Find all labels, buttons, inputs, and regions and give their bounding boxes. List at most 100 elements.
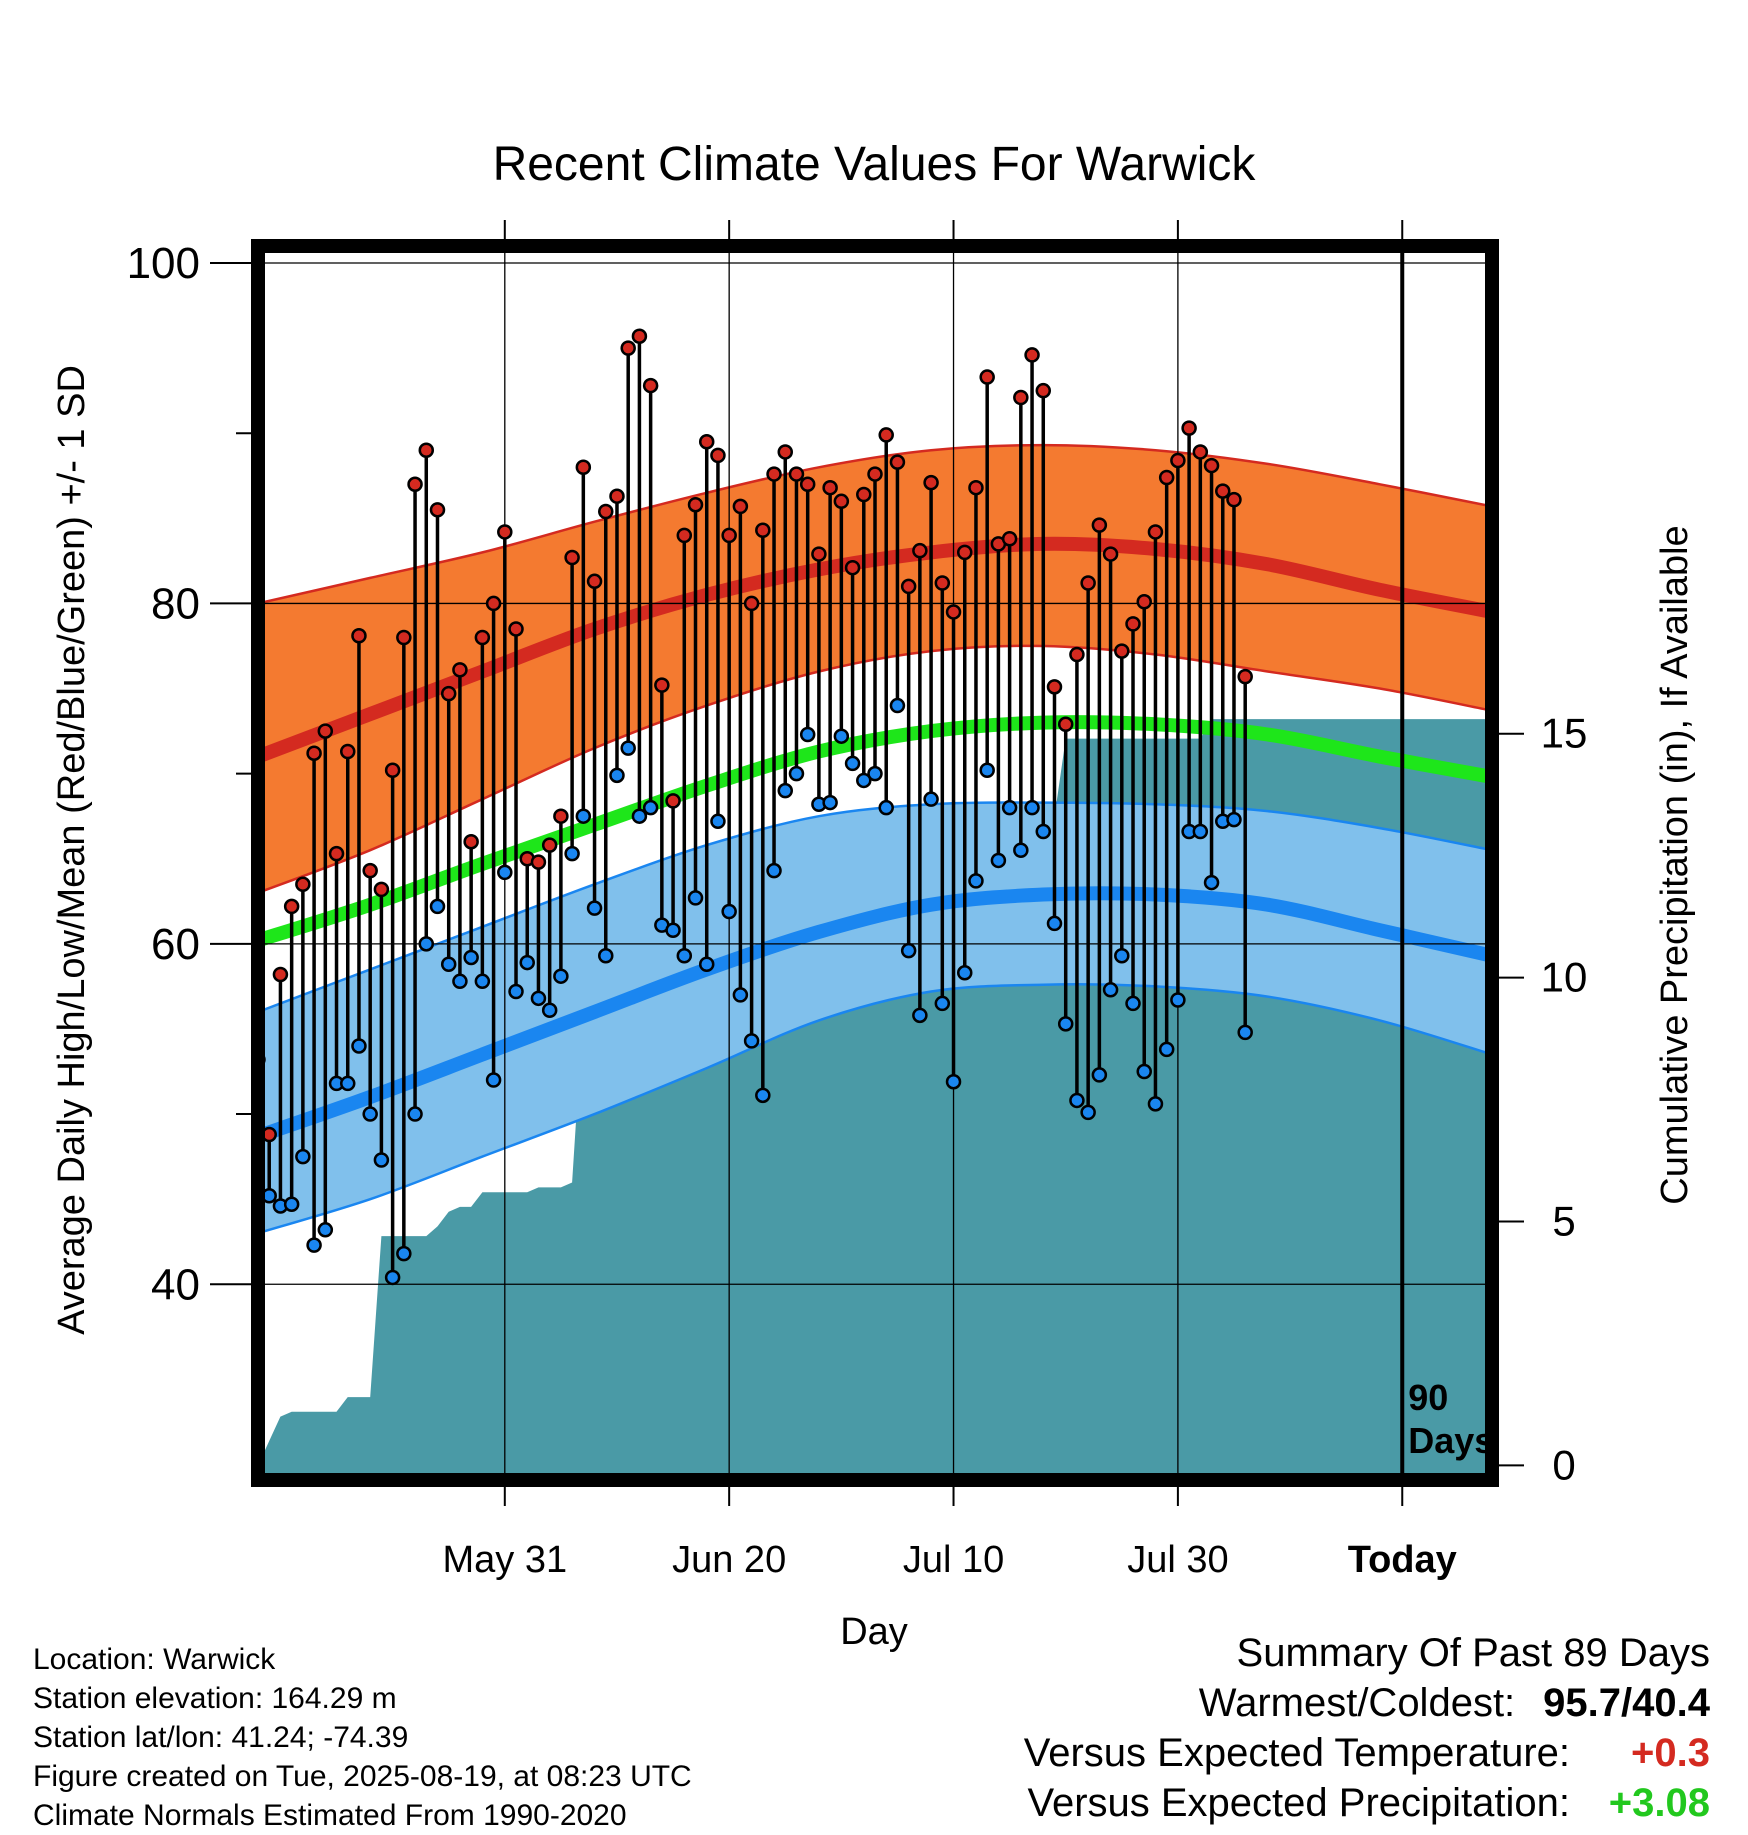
daily-high-point — [721, 527, 737, 544]
daily-high-point — [407, 476, 423, 493]
daily-low-point — [1001, 799, 1018, 816]
daily-high-point — [1024, 347, 1040, 363]
y2-tick-label: 5 — [1552, 1197, 1575, 1244]
daily-high-point — [1215, 483, 1231, 499]
daily-high-point — [429, 502, 446, 518]
daily-high-point — [665, 793, 681, 809]
daily-high-point — [1091, 517, 1108, 533]
daily-high-point — [564, 549, 580, 566]
normals-text: Climate Normals Estimated From 1990-2020 — [33, 1799, 627, 1832]
daily-high-point — [418, 442, 435, 458]
daily-low-point — [295, 1148, 311, 1165]
daily-low-point — [979, 762, 995, 778]
daily-low-point — [339, 1075, 356, 1092]
daily-low-point — [788, 765, 805, 782]
daily-low-point — [1125, 995, 1141, 1012]
daily-low-point — [407, 1106, 423, 1122]
daily-high-point — [766, 466, 782, 482]
daily-high-point — [654, 677, 670, 693]
daily-low-point — [1057, 1016, 1074, 1032]
daily-low-point — [1237, 1024, 1253, 1041]
daily-low-point — [956, 965, 973, 981]
daily-low-point — [833, 728, 850, 744]
daily-low-point — [889, 697, 906, 714]
daily-high-point — [272, 966, 289, 983]
plot-frame — [251, 239, 1499, 1487]
daily-low-point — [553, 968, 569, 984]
daily-high-point — [956, 544, 973, 561]
daily-high-point — [1136, 593, 1152, 610]
daily-high-point — [553, 808, 569, 824]
daily-low-point — [878, 799, 894, 816]
daily-high-point — [889, 454, 906, 470]
daily-low-point — [1147, 1096, 1164, 1112]
daily-high-point — [384, 762, 401, 778]
x-tick-label: Jul 30 — [1127, 1539, 1228, 1581]
daily-low-point — [844, 755, 861, 772]
daily-low-point — [687, 890, 704, 906]
daily-low-point — [968, 873, 984, 889]
x-axis-label: Day — [840, 1611, 908, 1653]
daily-high-point — [620, 340, 636, 356]
y2-tick-label: 10 — [1541, 954, 1588, 1001]
daily-low-point — [429, 898, 446, 915]
daily-low-point — [508, 983, 524, 1000]
extremes-value: 95.7/40.4 — [1543, 1681, 1710, 1725]
daily-low-point — [1046, 915, 1063, 932]
chart-title: Recent Climate Values For Warwick — [493, 138, 1257, 191]
daily-high-point — [1226, 491, 1242, 508]
daily-low-point — [306, 1237, 322, 1253]
x-tick-label: Jun 20 — [672, 1539, 786, 1581]
daily-high-point — [1181, 420, 1197, 436]
daily-high-point — [485, 595, 502, 612]
daily-low-point — [676, 948, 693, 964]
daily-low-point — [418, 936, 435, 952]
daily-high-point — [339, 743, 356, 760]
daily-low-point — [665, 922, 681, 938]
summary-precipitation: Versus Expected Precipitation: +3.08 — [1024, 1778, 1710, 1828]
daily-high-point — [351, 628, 367, 644]
daily-high-point — [856, 486, 872, 503]
latlon-text: Station lat/lon: 41.24; -74.39 — [33, 1721, 409, 1754]
daily-high-point — [1170, 452, 1186, 469]
daily-low-point — [564, 845, 580, 862]
daily-low-point — [1024, 799, 1040, 816]
normal-low-line — [258, 886, 1492, 1143]
daily-low-point — [519, 954, 535, 971]
daily-low-point — [867, 765, 883, 782]
daily-high-point — [833, 493, 850, 510]
y-tick-label: 40 — [151, 1260, 200, 1309]
daily-high-point — [934, 575, 951, 591]
daily-low-point — [755, 1087, 771, 1104]
daily-high-point — [1125, 616, 1141, 632]
daily-low-point — [362, 1106, 378, 1122]
daily-high-point — [1046, 679, 1063, 695]
created-text: Figure created on Tue, 2025-08-19, at 08… — [33, 1760, 692, 1793]
y2-axis-label: Cumulative Precipitation (in), If Availa… — [1654, 525, 1696, 1204]
daily-high-point — [1158, 469, 1175, 486]
daily-low-point — [799, 726, 816, 743]
today-days-count: 90 — [1408, 1377, 1448, 1418]
daily-low-point — [698, 956, 715, 973]
summary-title: Summary Of Past 89 Days — [1236, 1631, 1710, 1675]
daily-high-point — [508, 621, 524, 637]
daily-low-point — [1136, 1063, 1152, 1080]
daily-low-point — [631, 808, 648, 824]
daily-high-point — [362, 862, 378, 879]
daily-low-point — [396, 1245, 412, 1262]
daily-high-point — [1035, 382, 1052, 399]
daily-low-point — [1203, 874, 1220, 891]
daily-high-point — [777, 444, 794, 460]
daily-high-point — [1203, 457, 1220, 474]
daily-high-point — [328, 845, 345, 862]
daily-low-point — [721, 903, 737, 920]
daily-high-point — [1192, 444, 1209, 460]
daily-low-point — [900, 942, 917, 959]
daily-low-point — [384, 1269, 401, 1286]
daily-low-point — [912, 1007, 928, 1024]
precipitation-label: Versus Expected Precipitation: — [1027, 1781, 1570, 1825]
daily-low-point — [1170, 992, 1186, 1008]
daily-low-point — [1035, 823, 1052, 840]
today-days-label: Days — [1408, 1420, 1494, 1461]
